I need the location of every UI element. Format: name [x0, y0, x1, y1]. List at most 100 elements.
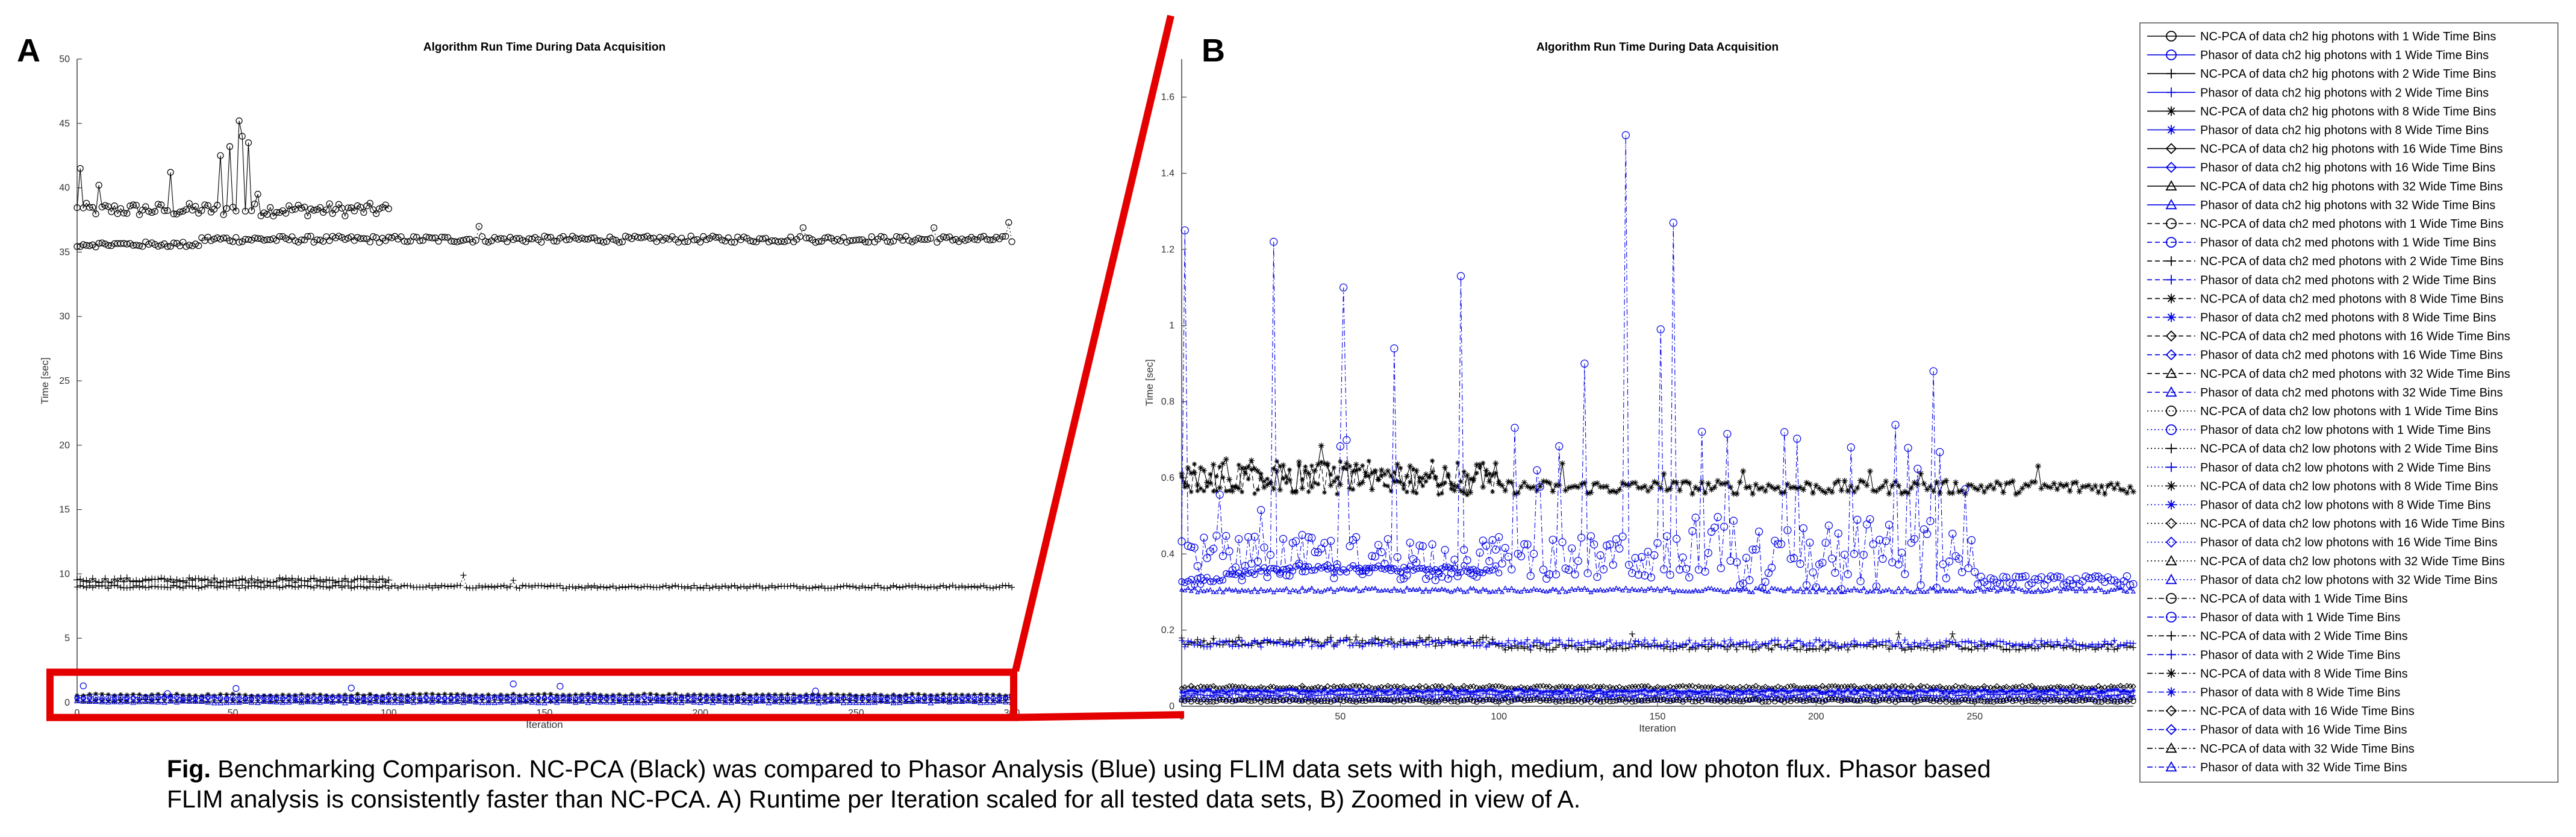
series-b-ncpca-med-8-point: [1341, 466, 1346, 471]
series-b-band-1-point: [1277, 688, 1283, 694]
series-b-phasor-low-32-point: [1534, 587, 1539, 592]
series-b-ncpca-med-8-point: [1188, 489, 1194, 495]
series-a-ncpca-low-1-point: [407, 237, 414, 245]
series-b-ncpca-med-2-point: [1784, 645, 1791, 652]
series-a-ncpca-low-2-point: [603, 585, 610, 591]
series-b-phasor-hig-1-point: [1470, 566, 1477, 573]
series-b-band-4-point: [1617, 697, 1623, 703]
series-b-ncpca-hig-8-point: [1382, 471, 1388, 477]
series-a-ncpca-low-1-point: [304, 233, 311, 240]
series-b-band-0-point: [1867, 683, 1873, 690]
series-a-ncpca-low-1-point: [398, 233, 405, 240]
series-b-ncpca-med-2-point: [2069, 645, 2076, 651]
series-b-band-4-point: [1442, 697, 1448, 704]
series-b-band-1-point: [1274, 687, 1279, 692]
series-b-phasor-med-2-point: [1483, 644, 1489, 650]
series-b-band-4-point: [2111, 698, 2117, 704]
series-b-phasor-low-32-point: [1689, 589, 1695, 594]
series-a-band-0-point: [217, 692, 223, 697]
series-a-ncpca-low-2-point: [494, 583, 501, 589]
series-b-phasor-low-32-point: [1499, 589, 1505, 594]
series-b-ncpca-hig-8-point: [1302, 468, 1309, 474]
series-b-band-4-point: [2121, 697, 2127, 703]
series-b-band-1-point: [1563, 687, 1568, 692]
series-b-band-0-point: [1908, 683, 1915, 689]
series-a-band-4-point: [884, 698, 891, 704]
series-a-band-4-point: [984, 699, 990, 705]
series-b-phasor-med-2-point: [1851, 638, 1857, 644]
series-b-ncpca-hig-8-point: [1499, 482, 1505, 489]
series-b-phasor-med-2-point: [2060, 642, 2067, 649]
series-b-phasor-med-2-point: [1965, 638, 1972, 644]
series-b-phasor-low-32-point: [1461, 589, 1467, 594]
series-b-phasor-low-32-point: [2019, 588, 2025, 592]
series-b-band-1-point: [1379, 688, 1384, 694]
series-a-ncpca-low-2-point: [582, 585, 588, 591]
series-b-phasor-med-2-point: [1892, 643, 1898, 650]
series-b-band-4-point: [1182, 698, 1188, 704]
series-b-ncpca-hig-8-point: [1330, 478, 1337, 484]
series-a-ncpca-hig-2-point: [248, 575, 255, 583]
series-b-phasor-med-2-point: [1832, 639, 1838, 646]
series-b-band-1-point: [1493, 688, 1499, 694]
series-b-phasor-low-32-point: [1315, 588, 1321, 593]
series-a-ncpca-low-1-point: [254, 235, 261, 242]
series-a-ncpca-hig-2-point: [239, 575, 246, 583]
series-b-band-4-point: [2067, 697, 2073, 703]
series-b-ncpca-hig-8-point: [1974, 486, 1981, 493]
series-b-ncpca-hig-8-point: [1248, 457, 1255, 464]
series-a-ncpca-low-1-point: [887, 239, 894, 246]
series-b-ncpca-hig-8-point: [1182, 480, 1188, 487]
series-b-ncpca-hig-8-point: [1210, 461, 1217, 468]
series-b-phasor-med-2-point: [1626, 641, 1632, 647]
series-b-ncpca-hig-8-point: [1229, 488, 1236, 495]
series-b-ncpca-med-8-point: [1309, 463, 1314, 468]
series-b-phasor-low-32-point: [1398, 588, 1403, 592]
series-a-ncpca-low-2-point: [846, 583, 853, 590]
series-b-band-4-point: [1883, 697, 1889, 703]
series-b-phasor-low-16-point: [1383, 535, 1392, 544]
series-b-band-1-point: [1373, 689, 1378, 695]
series-a-ncpca-hig-1-markers: [73, 117, 392, 220]
series-b-band-1-point: [1573, 688, 1578, 693]
series-a-ncpca-hig-1-point: [235, 117, 243, 125]
series-b-band-4-point: [1810, 697, 1816, 703]
series-b-phasor-low-16-point: [1390, 344, 1399, 353]
series-b-phasor-low-16-point: [1415, 541, 1424, 550]
series-b-band-3-point: [1451, 694, 1458, 700]
series-a-ncpca-hig-1-point: [120, 209, 128, 217]
series-a-band-4-point: [865, 699, 872, 705]
series-b-phasor-low-32-point: [1436, 588, 1441, 592]
series-a-ncpca-low-1-point: [843, 239, 850, 246]
series-a-ncpca-hig-1-point: [92, 210, 99, 218]
series-b-band-2-point: [2032, 691, 2038, 697]
series-b-phasor-med-2-point: [2083, 642, 2089, 649]
series-a-ncpca-low-1-point: [538, 239, 545, 246]
series-b-phasor-low-32-point: [1582, 585, 1587, 590]
series-b-ncpca-hig-8-point: [1308, 484, 1315, 491]
series-b-band-4-point: [1730, 698, 1736, 704]
series-b-phasor-low-32-point: [1559, 586, 1565, 591]
series-b-phasor-low-16-point: [1428, 540, 1436, 548]
series-b-ncpca-med-8-point: [1385, 483, 1391, 489]
series-b-band-4-point: [2080, 698, 2086, 704]
series-b-phasor-med-2-point: [1337, 637, 1344, 644]
series-b-band-3-point: [1308, 694, 1315, 700]
legend-marker-diamond: [2165, 143, 2177, 154]
series-b-phasor-low-32-point: [1683, 589, 1689, 594]
series-b-phasor-low-16-point: [1733, 558, 1741, 566]
series-a-ncpca-low-1-point: [719, 236, 726, 243]
series-b-ncpca-hig-8-point: [1651, 478, 1658, 485]
series-a-ncpca-low-2-point: [887, 584, 894, 591]
series-a-band-4-point: [952, 698, 959, 704]
series-b-ncpca-hig-8-point: [1461, 489, 1467, 496]
series-b-phasor-low-16-point: [1691, 513, 1700, 522]
series-b-ncpca-med-8-point: [1271, 466, 1276, 471]
series-b-ncpca-med-8-point: [1382, 483, 1388, 488]
series-b-phasor-low-32-point: [1937, 589, 1942, 594]
series-b-band-1-point: [1769, 688, 1774, 693]
series-b-band-4-point: [1988, 698, 1994, 704]
series-b-phasor-med-2-point: [1810, 643, 1817, 649]
series-b-phasor-low-32-point: [2039, 589, 2044, 594]
series-b-band-4-point: [1912, 699, 1918, 705]
